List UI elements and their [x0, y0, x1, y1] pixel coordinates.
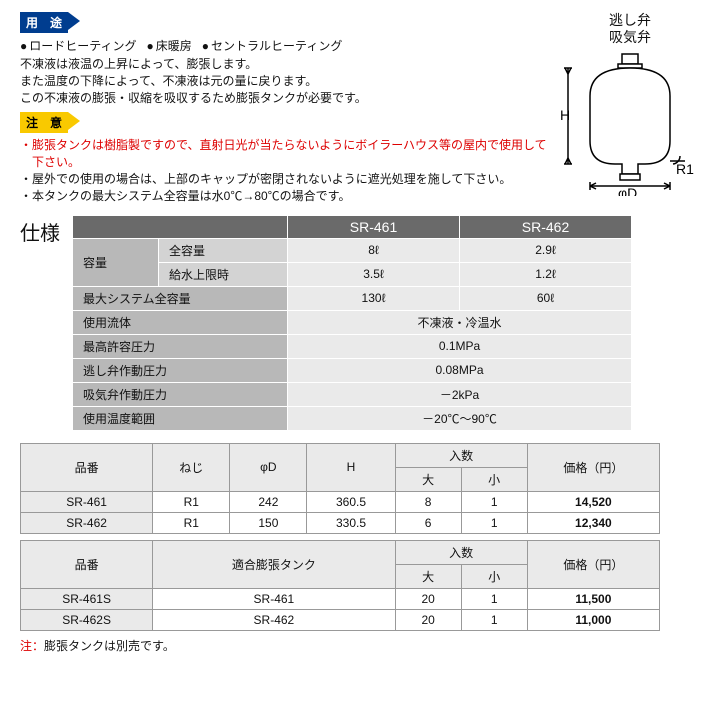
label-phiD: φD [618, 185, 637, 196]
uses-badge: 用 途 [20, 12, 68, 33]
spec-table: SR-461SR-462容量全容量8ℓ2.9ℓ給水上限時3.5ℓ1.2ℓ最大シス… [72, 215, 632, 431]
caution-notes: 膨張タンクは樹脂製ですので、直射日光が当たらないようにボイラーハウス等の屋内で使… [20, 137, 552, 204]
spec-heading: 仕様 [20, 215, 72, 246]
label-H: H [560, 107, 570, 123]
price-table-1: 品番ねじφDH入数価格（円）大小SR-461R1242360.58114,520… [20, 443, 660, 534]
caution-badge: 注 意 [20, 112, 68, 133]
description: 不凍液は液温の上昇によって、膨張します。また温度の下降によって、不凍液は元の量に… [20, 56, 552, 106]
footnote: 注：膨張タンクは別売です。 [20, 637, 700, 654]
price-table-2: 品番適合膨張タンク入数価格（円）大小SR-461SSR-46120111,500… [20, 540, 660, 631]
tank-diagram: 逃し弁 吸気弁 H R1 φD [560, 12, 700, 199]
label-R1: R1 [676, 161, 694, 177]
uses-list: ロードヒーティング床暖房セントラルヒーティング [20, 37, 552, 54]
